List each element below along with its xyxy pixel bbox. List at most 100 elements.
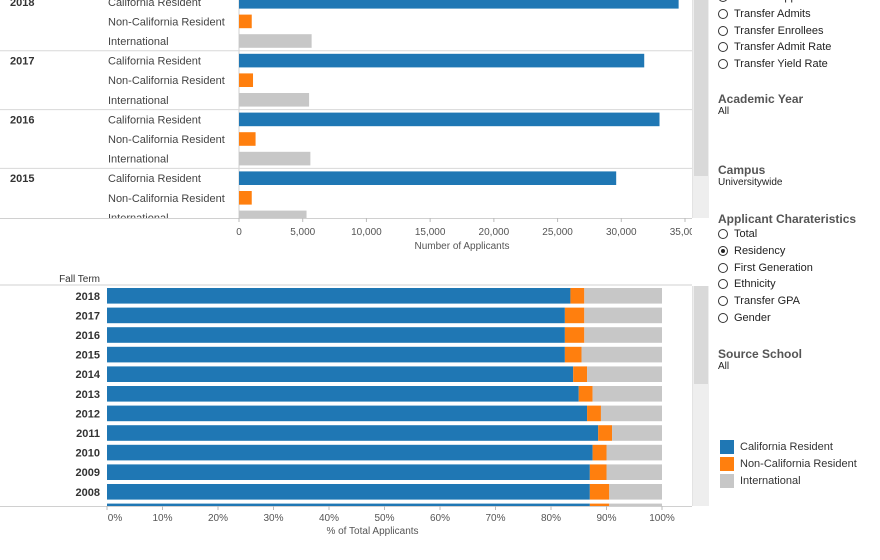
academic-year-filter[interactable]: Academic Year All [718,92,803,117]
stacked-bar-segment[interactable] [609,484,662,500]
stacked-bar-segment[interactable] [564,346,582,363]
bar[interactable] [239,210,307,225]
stacked-bar-segment[interactable] [589,484,610,500]
radio-icon[interactable] [718,246,728,257]
bar[interactable] [239,171,617,185]
stacked-bar-segment[interactable] [581,346,662,363]
year-label: 2007 [76,506,100,518]
measure-option[interactable]: Transfer Applicants [718,0,831,6]
bar[interactable] [239,132,256,146]
radio-icon[interactable] [718,229,728,240]
legend-swatch [720,456,734,471]
bar[interactable] [239,34,312,48]
stacked-bar-segment[interactable] [592,444,607,461]
bar[interactable] [239,151,311,166]
legend-item[interactable]: California Resident [720,438,857,455]
stacked-bar-segment[interactable] [589,503,610,520]
stacked-bar-segment[interactable] [107,484,590,500]
radio-icon[interactable] [718,279,728,290]
measure-option[interactable]: Transfer Enrollees [718,22,831,39]
stacked-bar-segment[interactable] [107,327,565,343]
bar[interactable] [239,53,645,68]
measure-option[interactable]: Transfer Yield Rate [718,56,831,73]
bottom-chart-scrollbar[interactable] [692,286,709,506]
x-tick-label: 70% [485,513,505,524]
category-label: International [108,212,169,224]
bar[interactable] [239,112,660,127]
academic-year-value[interactable]: All [718,106,730,117]
radio-icon[interactable] [718,296,728,307]
stacked-bar-segment[interactable] [107,307,565,324]
stacked-bar-segment[interactable] [107,444,593,461]
source-school-filter[interactable]: Source School All [718,347,802,372]
bar[interactable] [239,0,679,9]
characteristic-option[interactable]: Gender [718,309,856,326]
bottom-chart-scroll-thumb[interactable] [694,286,708,384]
stacked-bar-segment[interactable] [612,425,662,441]
source-school-value[interactable]: All [718,361,730,372]
stacked-bar-segment[interactable] [598,425,613,441]
stacked-bar-segment[interactable] [107,346,565,363]
bar[interactable] [239,73,254,87]
stacked-bar-segment[interactable] [609,503,662,520]
measure-option[interactable]: Transfer Admits [718,6,831,23]
top-chart-scrollbar[interactable] [692,0,709,218]
year-label: 2017 [76,310,100,322]
bar[interactable] [239,191,252,205]
stacked-bar-segment[interactable] [107,366,574,382]
radio-icon[interactable] [718,262,728,273]
bar[interactable] [239,14,252,29]
legend-label: California Resident [740,440,833,453]
radio-icon[interactable] [718,42,728,53]
stacked-bar-segment[interactable] [584,288,662,304]
stacked-bar-segment[interactable] [564,327,585,343]
stacked-bar-segment[interactable] [573,366,588,382]
characteristic-option[interactable]: First Generation [718,259,856,276]
radio-icon[interactable] [718,9,728,20]
stacked-bar-segment[interactable] [600,405,662,422]
bar[interactable] [239,93,310,107]
x-tick-label: 20,000 [479,227,510,238]
measure-option-label: Transfer Admit Rate [734,41,832,54]
stacked-bar-segment[interactable] [578,386,593,402]
characteristic-option[interactable]: Total [718,226,856,243]
campus-value[interactable]: Universitywide [718,177,783,188]
stacked-bar-segment[interactable] [584,327,662,343]
filter-panel: Transfer Applicants Transfer Admits Transf… [718,0,880,560]
category-label: International [108,95,169,107]
stacked-bar-segment[interactable] [107,288,571,304]
stacked-bar-segment[interactable] [584,307,662,324]
stacked-bar-segment[interactable] [107,425,599,441]
stacked-bar-segment[interactable] [589,464,607,480]
stacked-bar-segment[interactable] [587,405,601,422]
stacked-bar-segment[interactable] [606,444,663,461]
stacked-bar-segment[interactable] [107,405,588,422]
characteristic-option[interactable]: Transfer GPA [718,293,856,310]
stacked-bar-segment[interactable] [564,307,585,324]
stacked-bar-segment[interactable] [592,386,662,402]
legend-item[interactable]: Non-California Resident [720,455,857,472]
stacked-bar-segment[interactable] [587,366,662,382]
radio-icon[interactable] [718,59,728,70]
radio-icon[interactable] [718,312,728,323]
campus-filter[interactable]: Campus Universitywide [718,163,782,188]
measure-option[interactable]: Transfer Admit Rate [718,39,831,56]
measure-option-label: Transfer Enrollees [734,24,824,37]
stacked-bar-segment[interactable] [570,288,585,304]
stacked-bar-segment[interactable] [107,503,590,520]
characteristic-option[interactable]: Ethnicity [718,276,856,293]
legend-item[interactable]: International [720,472,857,489]
radio-icon[interactable] [718,25,728,36]
year-label: 2018 [10,0,34,9]
characteristic-option-label: Gender [734,311,771,324]
x-tick-label: 25,000 [542,227,573,238]
stacked-bar-segment[interactable] [606,464,663,480]
stacked-bar-segment[interactable] [107,386,579,402]
radio-icon[interactable] [718,0,728,3]
characteristic-option[interactable]: Residency [718,243,856,260]
academic-year-title: Academic Year [718,92,804,106]
stacked-bar-segment[interactable] [107,464,590,480]
legend-swatch [720,439,734,454]
top-chart-scroll-thumb[interactable] [694,0,708,176]
category-label: California Resident [108,173,201,185]
